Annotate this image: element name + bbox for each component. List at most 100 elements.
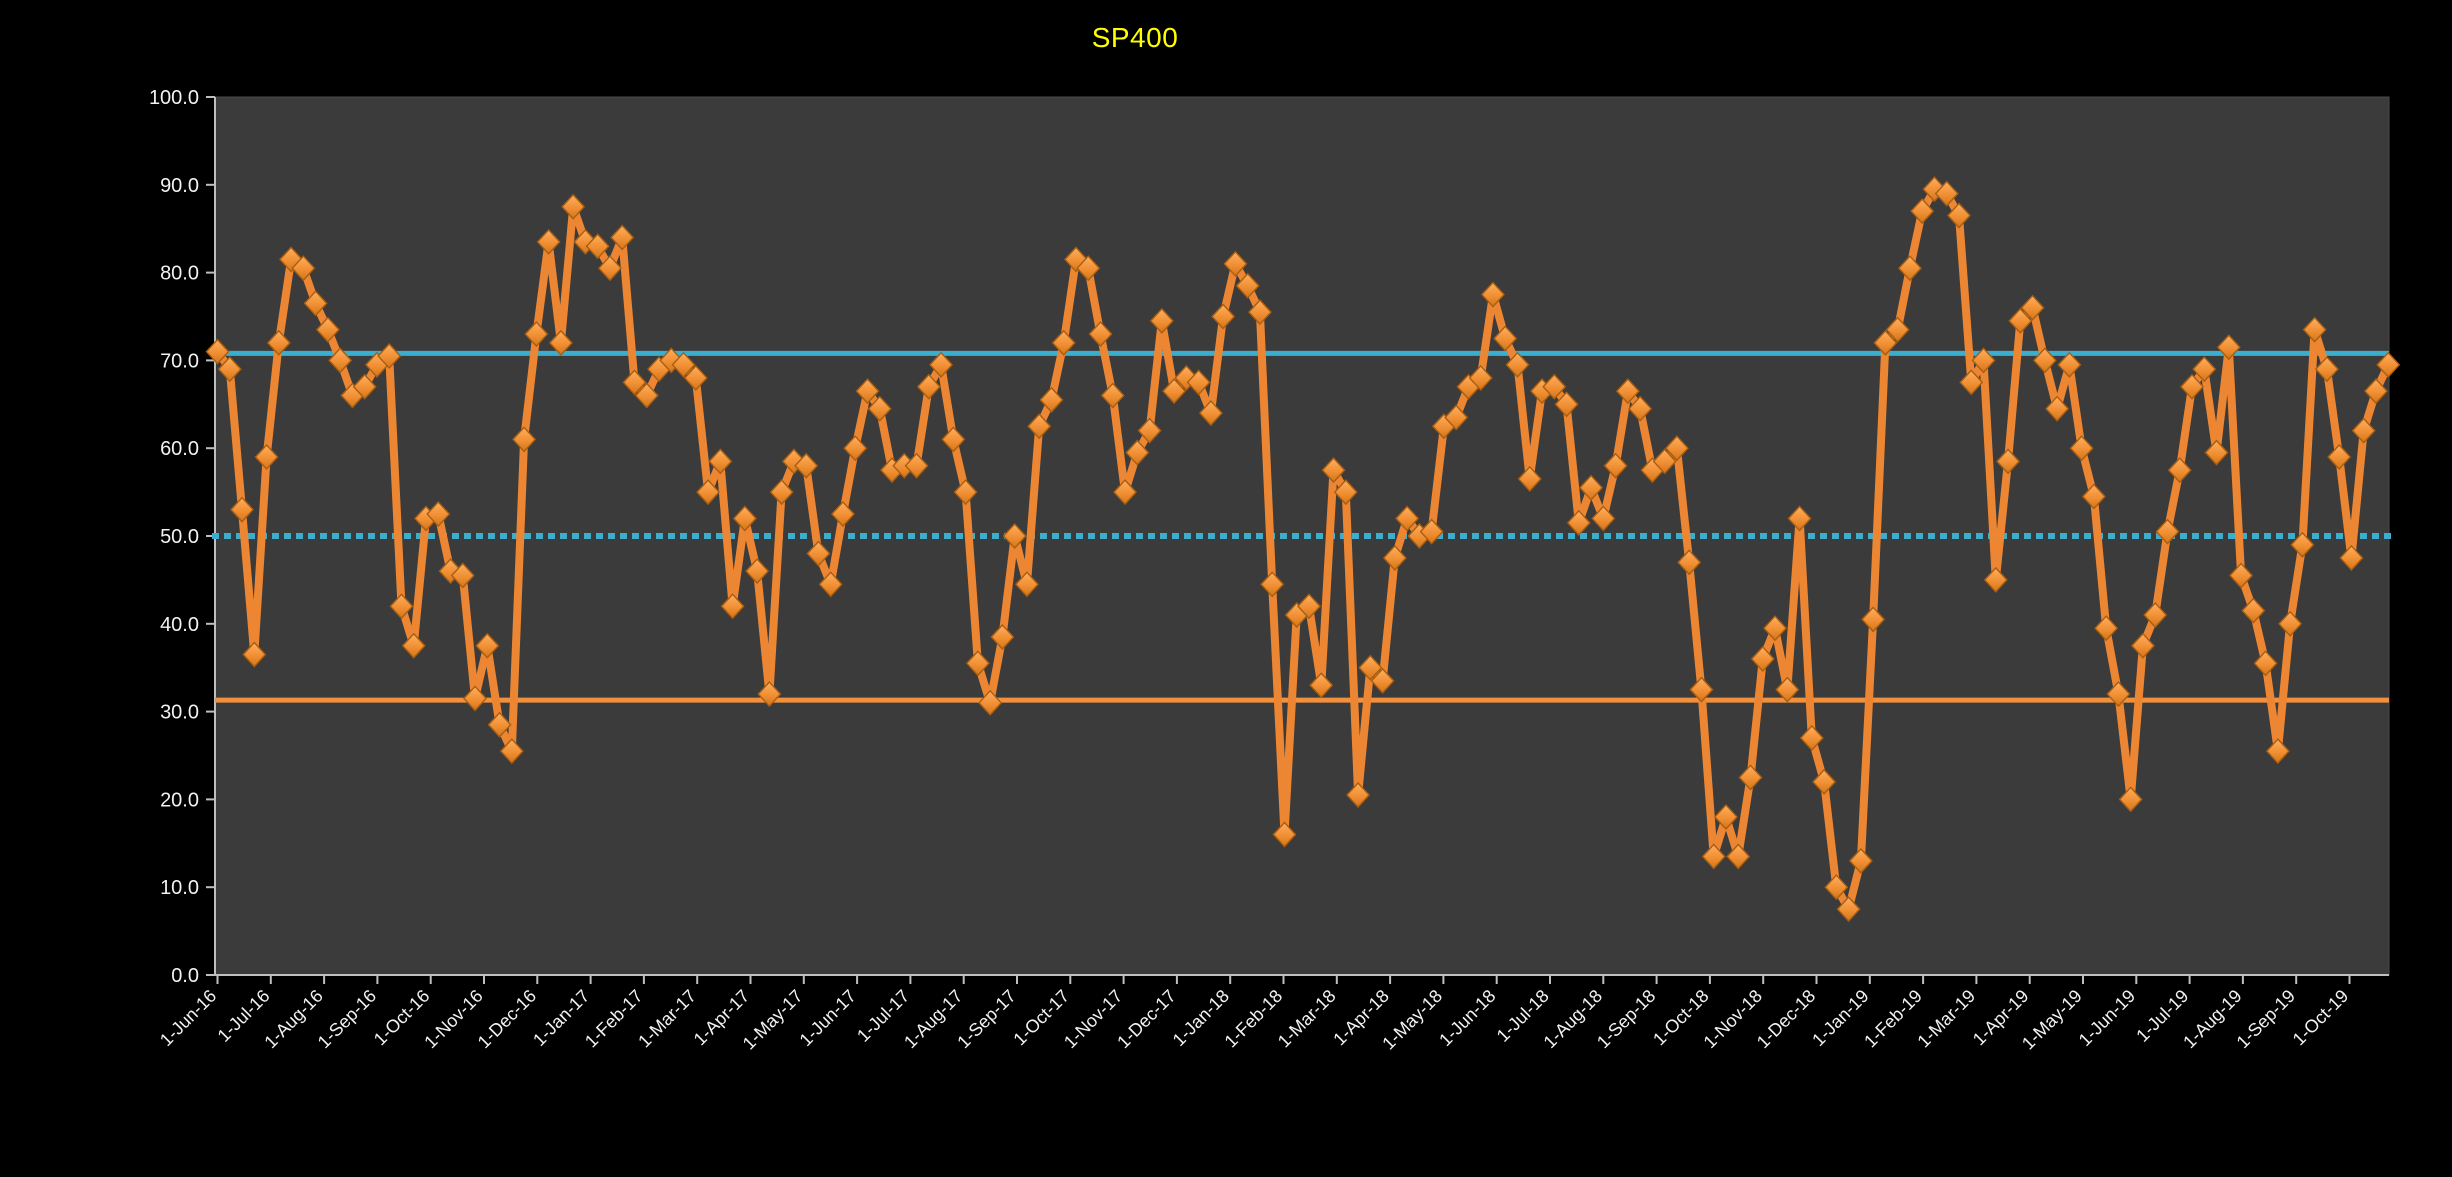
data-point-marker (1996, 448, 2021, 475)
x-tick-label: 1-Jun-17 (796, 986, 860, 1050)
data-point-marker (2143, 601, 2168, 629)
data-point-marker (352, 373, 377, 400)
data-point-marker (867, 395, 892, 422)
data-point-marker (1566, 509, 1591, 536)
y-tick-label: 30.0 (160, 702, 199, 724)
data-point-marker (855, 378, 880, 405)
data-point-marker (1591, 505, 1616, 532)
data-point-marker (585, 233, 610, 260)
data-point-marker (1382, 544, 1407, 571)
data-point-marker (426, 501, 451, 528)
x-tick-label: 1-Feb-17 (581, 986, 647, 1052)
data-point-marker (806, 540, 831, 567)
x-tick-label: 1-Dec-17 (1113, 986, 1179, 1052)
data-point-marker (2081, 483, 2106, 510)
data-point-marker (2290, 531, 2315, 558)
data-point-marker (2106, 681, 2131, 708)
data-point-marker (1480, 281, 1505, 308)
data-point-marker (524, 321, 549, 348)
data-point-marker (1039, 386, 1064, 413)
x-tick-label: 1-Jun-18 (1435, 986, 1499, 1050)
data-point-marker (242, 641, 267, 668)
x-tick-label: 1-Jun-19 (2075, 986, 2139, 1050)
data-point-marker (1787, 505, 1812, 532)
data-point-marker (1272, 821, 1297, 848)
data-point-marker (1763, 615, 1788, 642)
data-point-marker (389, 593, 414, 620)
x-tick-label: 1-Feb-19 (1860, 986, 1926, 1052)
x-tick-label: 1-Feb-18 (1221, 986, 1287, 1052)
data-point-marker (622, 369, 647, 396)
data-point-marker (634, 382, 659, 409)
data-point-marker (1652, 448, 1677, 475)
data-point-marker (303, 290, 328, 317)
data-point-marker (2216, 334, 2241, 361)
data-point-marker (2229, 562, 2254, 589)
y-tick-label: 50.0 (160, 526, 199, 548)
data-point-marker (1664, 435, 1689, 462)
data-point-marker (1579, 474, 1604, 501)
data-point-marker (536, 228, 561, 255)
x-tick-label: 1-Dec-18 (1753, 986, 1819, 1052)
data-point-marker (794, 452, 819, 479)
x-tick-label: 1-Mar-17 (634, 986, 700, 1052)
x-tick-label: 1-Dec-16 (474, 986, 540, 1052)
data-point-marker (561, 193, 586, 220)
data-point-marker (450, 562, 475, 589)
data-point-marker (401, 632, 426, 659)
x-tick-label: 1-Sep-19 (2233, 986, 2300, 1053)
x-axis: 1-Jun-161-Jul-161-Aug-161-Sep-161-Oct-16… (156, 974, 2389, 1054)
x-tick-label: 1-Sep-18 (1593, 986, 1660, 1053)
x-tick-label: 1-Oct-19 (2289, 986, 2353, 1050)
data-point-marker (2167, 457, 2192, 484)
data-point-marker (1946, 202, 1971, 229)
data-point-marker (659, 347, 684, 374)
data-point-marker (843, 435, 868, 462)
data-point-marker (2020, 294, 2045, 321)
data-point-marker (2155, 518, 2180, 545)
data-point-marker (1554, 391, 1579, 418)
y-tick-label: 20.0 (160, 789, 199, 811)
data-point-marker (254, 443, 279, 471)
data-point-marker (1395, 505, 1420, 532)
data-point-marker (1726, 843, 1751, 870)
data-point-marker (205, 338, 230, 365)
x-tick-label: 1-Mar-19 (1913, 986, 1979, 1052)
y-tick-label: 40.0 (160, 614, 199, 636)
data-point-marker (1799, 724, 1824, 751)
y-tick-label: 70.0 (160, 350, 199, 372)
data-point-marker (2314, 356, 2339, 383)
data-point-marker (1002, 522, 1027, 550)
data-point-marker (1738, 764, 1763, 791)
data-point-marker (990, 623, 1015, 651)
data-point-marker (929, 351, 954, 378)
data-point-marker (1198, 400, 1223, 427)
data-point-marker (732, 505, 757, 532)
data-point-marker (953, 479, 978, 506)
data-point-marker (2069, 435, 2094, 462)
data-point-marker (2057, 351, 2082, 378)
data-point-marker (818, 571, 843, 598)
data-point-marker (978, 689, 1003, 716)
data-point-marker (1260, 571, 1285, 598)
data-point-marker (2130, 632, 2155, 659)
data-point-marker (683, 364, 708, 391)
data-point-marker (1848, 847, 1873, 874)
data-point-marker (1812, 768, 1837, 795)
x-tick-label: 1-Mar-18 (1274, 986, 1340, 1052)
data-point-marker (769, 479, 794, 506)
data-point-marker (2094, 615, 2119, 642)
data-point-marker (1897, 255, 1922, 282)
data-point-marker (438, 558, 463, 585)
data-point-marker (1162, 378, 1187, 405)
data-point-marker (720, 593, 745, 620)
data-point-marker (1149, 307, 1174, 334)
data-point-marker (1628, 395, 1653, 422)
data-point-marker (941, 426, 966, 453)
data-point-marker (597, 255, 622, 282)
data-point-marker (1750, 645, 1775, 672)
y-tick-label: 90.0 (160, 175, 199, 197)
y-tick-label: 10.0 (160, 877, 199, 899)
data-point-marker (904, 452, 929, 479)
data-point-marker (1934, 180, 1959, 207)
